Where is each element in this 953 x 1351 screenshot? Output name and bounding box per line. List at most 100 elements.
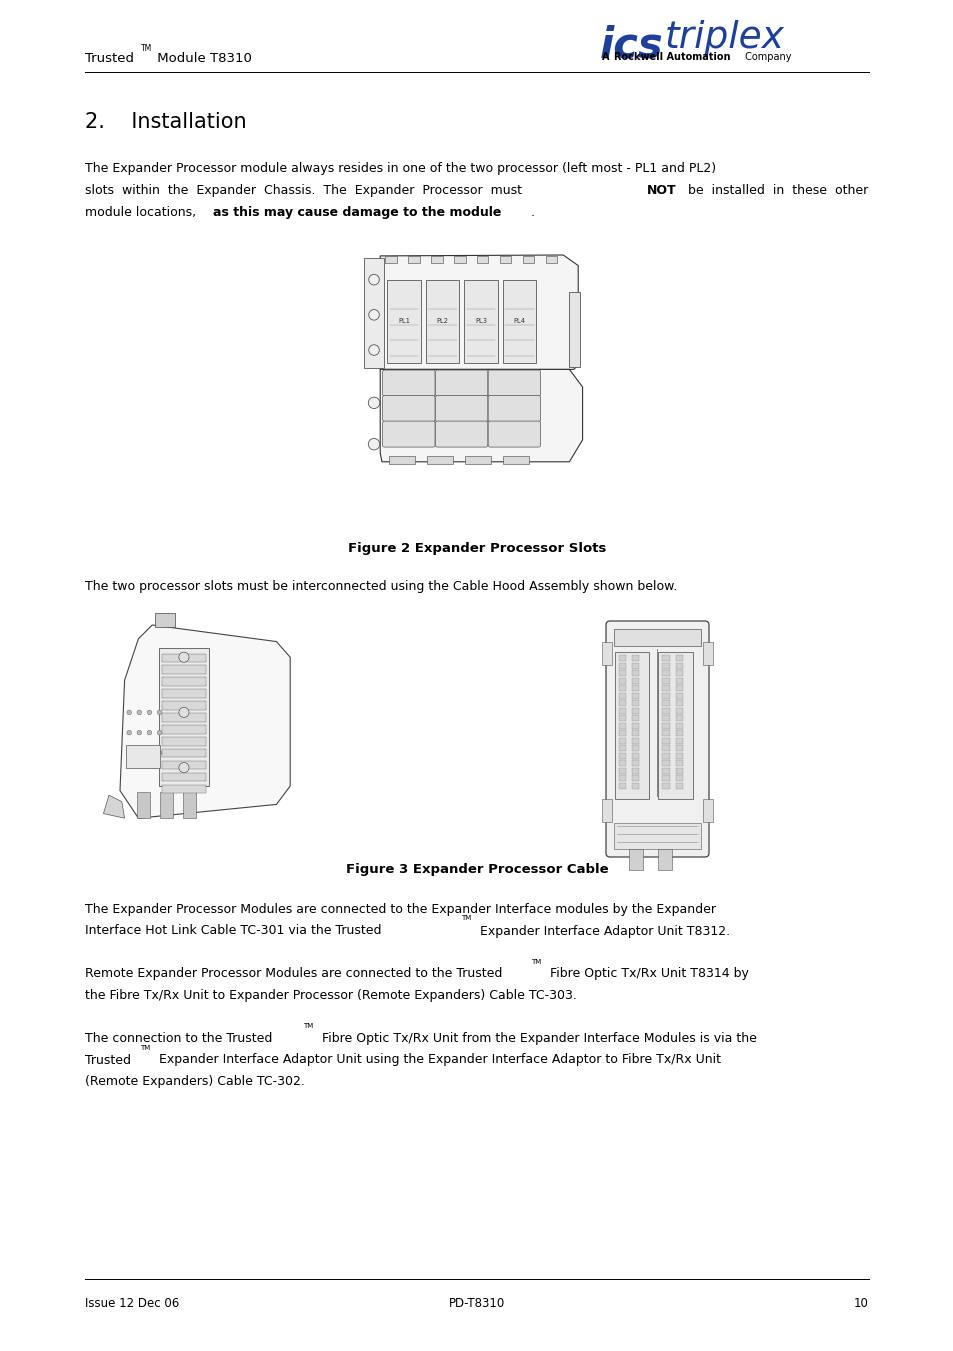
Bar — [661, 678, 669, 684]
Text: NOT: NOT — [646, 184, 676, 197]
Text: (Remote Expanders) Cable TC-302.: (Remote Expanders) Cable TC-302. — [85, 1075, 305, 1088]
Bar — [631, 731, 639, 736]
Bar — [502, 280, 536, 363]
FancyBboxPatch shape — [605, 621, 708, 857]
Bar — [408, 255, 419, 263]
Text: as this may cause damage to the module: as this may cause damage to the module — [213, 205, 501, 219]
Bar — [522, 255, 534, 263]
Bar — [675, 746, 682, 751]
Bar — [675, 678, 682, 684]
Text: Fibre Optic Tx/Rx Unit T8314 by: Fibre Optic Tx/Rx Unit T8314 by — [545, 967, 748, 981]
Circle shape — [369, 309, 379, 320]
Bar — [618, 685, 625, 692]
FancyBboxPatch shape — [435, 422, 487, 447]
Circle shape — [147, 731, 152, 735]
Circle shape — [127, 731, 132, 735]
Bar — [675, 670, 682, 676]
Bar — [162, 773, 205, 781]
Bar — [545, 255, 557, 263]
Bar — [159, 793, 173, 819]
Polygon shape — [380, 255, 578, 369]
Text: TM: TM — [140, 1044, 150, 1051]
Bar — [387, 280, 420, 363]
Bar — [631, 678, 639, 684]
Bar — [162, 725, 205, 734]
FancyBboxPatch shape — [382, 422, 435, 447]
Bar — [675, 700, 682, 707]
Bar — [661, 761, 669, 766]
Bar — [631, 784, 639, 789]
Bar — [661, 784, 669, 789]
Bar — [126, 744, 160, 767]
Text: 10: 10 — [853, 1297, 868, 1310]
Circle shape — [137, 711, 141, 715]
Text: A: A — [601, 51, 612, 62]
Text: be  installed  in  these  other: be installed in these other — [679, 184, 867, 197]
Bar — [628, 850, 642, 870]
Bar — [162, 701, 205, 709]
Bar — [454, 255, 465, 263]
Bar — [661, 738, 669, 743]
Text: PL1: PL1 — [397, 317, 410, 324]
Bar — [364, 258, 383, 367]
Polygon shape — [103, 796, 125, 819]
Bar — [661, 693, 669, 698]
Bar — [426, 455, 453, 465]
Bar — [661, 723, 669, 728]
Polygon shape — [120, 626, 290, 819]
Bar — [162, 761, 205, 770]
Bar — [425, 280, 458, 363]
Bar — [613, 628, 700, 646]
Bar — [702, 642, 712, 665]
Bar — [661, 708, 669, 713]
Bar — [661, 655, 669, 661]
Circle shape — [368, 439, 379, 450]
Bar — [618, 746, 625, 751]
Text: Module T8310: Module T8310 — [152, 51, 252, 65]
Bar — [661, 670, 669, 676]
Text: TM: TM — [141, 45, 152, 53]
Bar — [618, 731, 625, 736]
Circle shape — [137, 731, 141, 735]
Bar — [618, 655, 625, 661]
Bar — [162, 666, 205, 674]
Bar — [631, 767, 639, 774]
Circle shape — [179, 762, 189, 773]
Text: Trusted: Trusted — [85, 1054, 131, 1066]
Bar — [618, 761, 625, 766]
Text: ics: ics — [599, 26, 663, 68]
Bar — [162, 654, 205, 662]
Text: TM: TM — [531, 958, 540, 965]
Bar — [499, 255, 511, 263]
Text: Interface Hot Link Cable TC-301 via the Trusted: Interface Hot Link Cable TC-301 via the … — [85, 924, 381, 938]
Circle shape — [127, 751, 132, 755]
Bar — [661, 685, 669, 692]
Bar — [675, 693, 682, 698]
Text: 2.    Installation: 2. Installation — [85, 112, 247, 132]
Text: TM: TM — [460, 916, 471, 921]
FancyBboxPatch shape — [488, 370, 540, 396]
Circle shape — [369, 274, 379, 285]
Text: The Expander Processor Modules are connected to the Expander Interface modules b: The Expander Processor Modules are conne… — [85, 902, 716, 916]
Bar — [675, 767, 682, 774]
Bar — [613, 823, 700, 850]
Text: Company: Company — [741, 51, 791, 62]
Bar — [675, 761, 682, 766]
Bar — [631, 700, 639, 707]
Bar — [158, 648, 209, 786]
Bar — [162, 785, 205, 793]
Text: .: . — [531, 205, 535, 219]
Polygon shape — [380, 369, 582, 462]
Bar — [675, 716, 682, 721]
Circle shape — [127, 711, 132, 715]
Circle shape — [147, 711, 152, 715]
Bar — [631, 723, 639, 728]
Circle shape — [179, 708, 189, 717]
Bar — [661, 775, 669, 781]
Bar — [661, 731, 669, 736]
Bar — [631, 693, 639, 698]
Bar — [618, 775, 625, 781]
Bar — [502, 455, 528, 465]
Bar — [631, 708, 639, 713]
FancyBboxPatch shape — [488, 396, 540, 422]
